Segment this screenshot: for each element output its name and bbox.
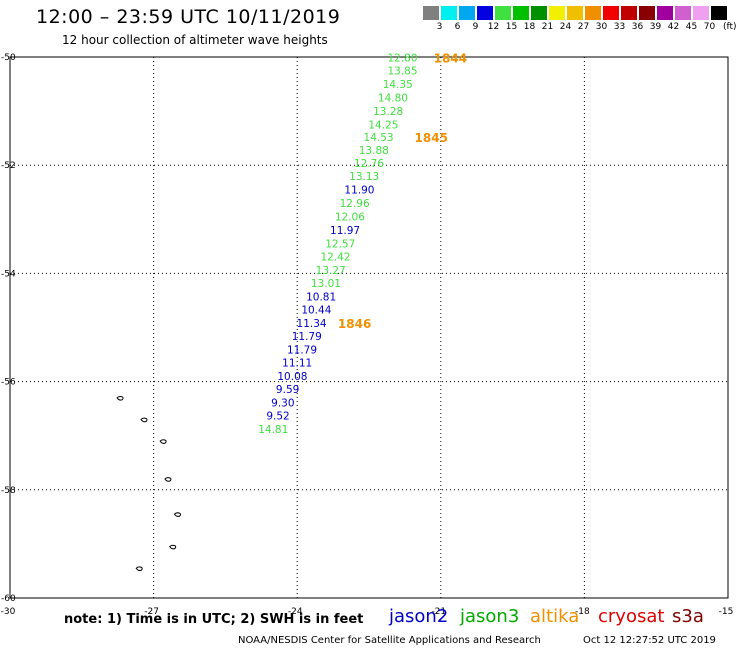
longitude-tick-label: -24 bbox=[288, 607, 303, 617]
color-scale-label: 24 bbox=[559, 22, 572, 32]
wave-height-label: 14.81 bbox=[258, 424, 288, 436]
wave-height-label: 10.81 bbox=[306, 292, 336, 304]
color-scale-label: 12 bbox=[487, 22, 500, 32]
color-scale-unit: (ft) bbox=[723, 22, 737, 32]
wave-height-label: 11.11 bbox=[282, 358, 312, 370]
latitude-tick-label: -56 bbox=[1, 378, 16, 388]
color-scale-swatch bbox=[530, 6, 547, 20]
island-outline bbox=[173, 512, 182, 517]
wave-height-label: 13.27 bbox=[316, 265, 346, 277]
wave-height-label: 13.85 bbox=[387, 66, 417, 78]
wave-height-label: 13.13 bbox=[349, 171, 379, 183]
color-scale-swatch bbox=[458, 6, 475, 20]
legend-cryosat: cryosat bbox=[598, 606, 665, 627]
color-scale-label: 18 bbox=[523, 22, 536, 32]
color-scale-label: 36 bbox=[631, 22, 644, 32]
wave-height-label: 12.96 bbox=[340, 198, 370, 210]
wave-height-label: 11.97 bbox=[330, 225, 360, 237]
color-scale-swatch bbox=[620, 6, 637, 20]
wave-height-label: 12.57 bbox=[325, 239, 355, 251]
wave-height-label: 9.30 bbox=[271, 398, 294, 410]
color-scale-swatch bbox=[422, 6, 439, 20]
color-scale-swatch bbox=[674, 6, 691, 20]
island-outline bbox=[159, 439, 167, 444]
color-scale-label: 21 bbox=[541, 22, 554, 32]
track-time-label: 1844 bbox=[434, 52, 467, 66]
wave-height-label: 14.35 bbox=[383, 79, 413, 91]
legend-jason2: jason2 bbox=[389, 606, 449, 627]
wave-height-label: 12.06 bbox=[335, 212, 365, 224]
legend-s3a: s3a bbox=[672, 606, 704, 627]
color-scale-swatch bbox=[638, 6, 655, 20]
legend-jason3: jason3 bbox=[460, 606, 520, 627]
color-scale-swatch bbox=[710, 6, 727, 20]
color-scale-label: 45 bbox=[685, 22, 698, 32]
longitude-tick-label: -30 bbox=[1, 607, 16, 617]
wave-height-label: 13.88 bbox=[359, 145, 389, 157]
latitude-tick-label: -52 bbox=[1, 161, 16, 171]
color-scale-label: 3 bbox=[436, 22, 443, 32]
wave-height-label: 11.34 bbox=[297, 318, 327, 330]
page-subtitle: 12 hour collection of altimeter wave hei… bbox=[62, 33, 328, 47]
color-scale-label: 33 bbox=[613, 22, 626, 32]
map-frame bbox=[9, 56, 729, 599]
color-scale-swatch bbox=[584, 6, 601, 20]
latitude-tick-label: -50 bbox=[1, 53, 16, 63]
longitude-tick-label: -21 bbox=[431, 607, 446, 617]
color-scale-swatch bbox=[602, 6, 619, 20]
color-scale-label: 39 bbox=[649, 22, 662, 32]
track-time-label: 1846 bbox=[338, 317, 371, 331]
color-scale-label: 27 bbox=[577, 22, 590, 32]
wave-height-label: 14.25 bbox=[368, 120, 398, 132]
color-scale-label: 70 bbox=[703, 22, 716, 32]
wave-height-label: 11.79 bbox=[287, 345, 317, 357]
color-scale-swatch bbox=[692, 6, 709, 20]
color-scale-swatch bbox=[656, 6, 673, 20]
wave-height-label: 12.80 bbox=[387, 53, 417, 65]
longitude-tick-label: -27 bbox=[144, 607, 159, 617]
wave-height-label: 9.59 bbox=[276, 384, 299, 396]
color-scale-label: 15 bbox=[505, 22, 518, 32]
wave-height-label: 10.08 bbox=[277, 371, 307, 383]
wave-height-label: 9.52 bbox=[266, 411, 289, 423]
wave-height-label: 12.42 bbox=[320, 252, 350, 264]
color-scale-label: 6 bbox=[454, 22, 461, 32]
legend-altika: altika bbox=[530, 606, 580, 627]
color-scale-label: 9 bbox=[472, 22, 479, 32]
latitude-tick-label: -60 bbox=[1, 594, 16, 604]
footer-note: note: 1) Time is in UTC; 2) SWH is in fe… bbox=[64, 612, 364, 627]
wave-height-label: 11.90 bbox=[344, 185, 374, 197]
wave-height-label: 11.79 bbox=[292, 331, 322, 343]
color-scale-swatch bbox=[476, 6, 493, 20]
color-scale-swatch bbox=[512, 6, 529, 20]
longitude-tick-label: -18 bbox=[575, 607, 590, 617]
latitude-tick-label: -54 bbox=[1, 269, 16, 279]
color-scale-swatch bbox=[440, 6, 457, 20]
wave-height-label: 10.44 bbox=[301, 305, 331, 317]
color-scale-swatch bbox=[494, 6, 511, 20]
latitude-tick-label: -58 bbox=[1, 486, 16, 496]
credit-text: NOAA/NESDIS Center for Satellite Applica… bbox=[238, 635, 541, 646]
color-scale-swatch bbox=[566, 6, 583, 20]
generated-timestamp: Oct 12 12:27:52 UTC 2019 bbox=[583, 635, 716, 646]
wave-height-label: 14.80 bbox=[378, 93, 408, 105]
page-title: 12:00 – 23:59 UTC 10/11/2019 bbox=[36, 6, 341, 28]
island-outline bbox=[116, 396, 124, 401]
color-scale-label: 42 bbox=[667, 22, 680, 32]
island-outline bbox=[164, 477, 172, 482]
island-outline bbox=[169, 544, 177, 550]
island-outline bbox=[135, 566, 143, 571]
wave-height-label: 13.01 bbox=[311, 278, 341, 290]
wave-height-label: 12.76 bbox=[354, 158, 384, 170]
track-time-label: 1845 bbox=[415, 131, 448, 145]
longitude-tick-label: -15 bbox=[719, 607, 734, 617]
wave-height-label: 13.28 bbox=[373, 106, 403, 118]
color-scale-label: 30 bbox=[595, 22, 608, 32]
color-scale-swatch bbox=[548, 6, 565, 20]
island-outline bbox=[140, 417, 148, 423]
wave-height-label: 14.53 bbox=[364, 132, 394, 144]
